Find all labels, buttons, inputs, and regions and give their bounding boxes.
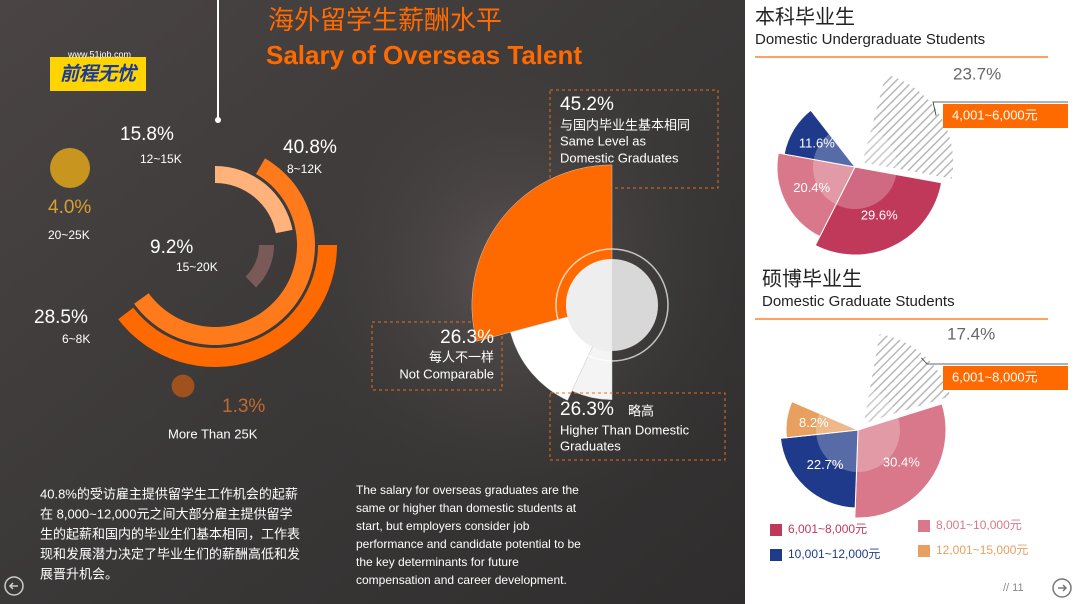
value-label: 11.6% <box>799 135 835 150</box>
label-en: Graduates <box>560 438 621 453</box>
value-label: 15.8% <box>120 124 174 145</box>
decor-dot <box>215 117 221 123</box>
range-label: 15~20K <box>176 260 218 274</box>
pie-title-en: Domestic Graduate Students <box>762 293 955 310</box>
pie-title-en: Domestic Undergraduate Students <box>755 31 985 48</box>
legend-label: 12,001~15,000元 <box>936 543 1028 557</box>
label-cn: 与国内毕业生基本相同 <box>560 117 690 132</box>
legend-label: 6,001~8,000元 <box>788 522 867 536</box>
callout-box <box>549 89 719 189</box>
pie-title-cn: 本科毕业生 <box>755 5 855 28</box>
legend-label: 8,001~10,000元 <box>936 518 1022 532</box>
callout-label: 4,001~6,000元 <box>952 107 1038 122</box>
pie-slice <box>785 400 860 439</box>
radial-bar <box>245 245 274 288</box>
pie-slice <box>779 429 859 509</box>
marks <box>50 56 1068 561</box>
pie-slice <box>783 109 857 168</box>
paragraph-en: same or higher than domestic students at <box>356 501 577 515</box>
value-label: 30.4% <box>883 455 920 470</box>
paragraph-cn: 展晋升机会。 <box>40 566 118 581</box>
range-label: 8~12K <box>287 162 322 176</box>
value-label: 8.2% <box>799 415 829 430</box>
label-en: Not Comparable <box>399 366 494 381</box>
legend-swatch <box>770 549 782 561</box>
callout-tag <box>943 366 1068 390</box>
next-arrow <box>1058 584 1068 592</box>
paragraph-cn: 40.8%的受访雇主提供留学生工作机会的起薪 <box>40 486 298 501</box>
pie-slice <box>854 403 947 519</box>
paragraph-en: the key determinants for future <box>356 555 519 569</box>
label-en: Domestic Graduates <box>560 150 679 165</box>
value-label: 40.8% <box>283 137 337 158</box>
value-label: 29.6% <box>861 207 898 222</box>
bubble <box>171 374 195 398</box>
pie-inner <box>816 388 900 472</box>
pie-title-cn: 硕博毕业生 <box>762 267 862 290</box>
value-label: 22.7% <box>807 457 844 472</box>
paragraph-en: compensation and career development. <box>356 573 567 587</box>
texts: 海外留学生薪酬水平 Salary of Overseas Talent www.51… <box>34 5 1038 594</box>
callout-box <box>549 392 726 461</box>
value-label: 4.0% <box>48 197 91 218</box>
label-cn: 每人不一样 <box>429 349 494 364</box>
paragraph-en: start, but employers consider job <box>356 519 530 533</box>
label-cn: 略高 <box>628 403 654 418</box>
callout-line <box>932 101 1068 116</box>
value-label: 28.5% <box>34 307 88 328</box>
pie-slice <box>861 73 955 180</box>
callout-box <box>371 321 503 391</box>
logo-url: www.51job.com <box>67 49 131 59</box>
value-label: 45.2% <box>560 94 614 115</box>
center-ring <box>555 248 669 362</box>
paragraph-en: performance and candidate potential to b… <box>356 537 581 551</box>
label-en: Same Level as <box>560 133 646 148</box>
logo: 前程无忧 <box>60 63 139 85</box>
value-label: 9.2% <box>150 237 193 258</box>
pie-inner <box>813 125 897 209</box>
page-number: // 11 <box>1003 582 1024 594</box>
range-label: 6~8K <box>62 332 90 346</box>
paragraph-en: The salary for overseas graduates are th… <box>356 483 579 497</box>
legend-swatch <box>918 545 930 557</box>
range-label: 20~25K <box>48 228 90 242</box>
value-label: 26.3% <box>440 327 494 348</box>
next-button[interactable] <box>1052 578 1072 598</box>
pie-slice <box>814 166 943 256</box>
title-en: Salary of Overseas Talent <box>266 40 582 70</box>
range-label: More Than 25K <box>168 426 258 441</box>
pie-slice <box>776 152 856 238</box>
callout-label: 6,001~8,000元 <box>952 369 1038 384</box>
radial-bar <box>118 245 337 367</box>
radial-bar <box>215 166 293 234</box>
legend-swatch <box>918 520 930 532</box>
paragraph-cn: 生的起薪和国内的毕业生们基本相同，工作表 <box>40 526 300 541</box>
label-en: Higher Than Domestic <box>560 422 690 437</box>
center-shade <box>566 259 612 351</box>
prev-arrow <box>8 582 18 590</box>
paragraph-cn: 在 8,000~12,000元之间大部分雇主提供留学 <box>40 506 293 521</box>
legend-label: 10,001~12,000元 <box>788 547 880 561</box>
value-label: 26.3% <box>560 399 614 420</box>
value-label: 20.4% <box>793 180 830 195</box>
value-label: 1.3% <box>222 396 265 417</box>
range-label: 12~15K <box>140 152 182 166</box>
bubble <box>50 148 90 188</box>
callout-tag <box>943 104 1068 128</box>
value-label: 17.4% <box>947 324 995 343</box>
title-cn: 海外留学生薪酬水平 <box>268 5 502 35</box>
paragraph-cn: 现和发展潜力决定了毕业生们的薪酬高低和发 <box>40 546 300 561</box>
value-label: 23.7% <box>953 64 1001 83</box>
legend-swatch <box>770 524 782 536</box>
prev-button[interactable] <box>4 576 24 596</box>
logo-box <box>50 57 146 91</box>
pie-slice <box>862 332 952 425</box>
callout-line <box>921 357 1068 365</box>
